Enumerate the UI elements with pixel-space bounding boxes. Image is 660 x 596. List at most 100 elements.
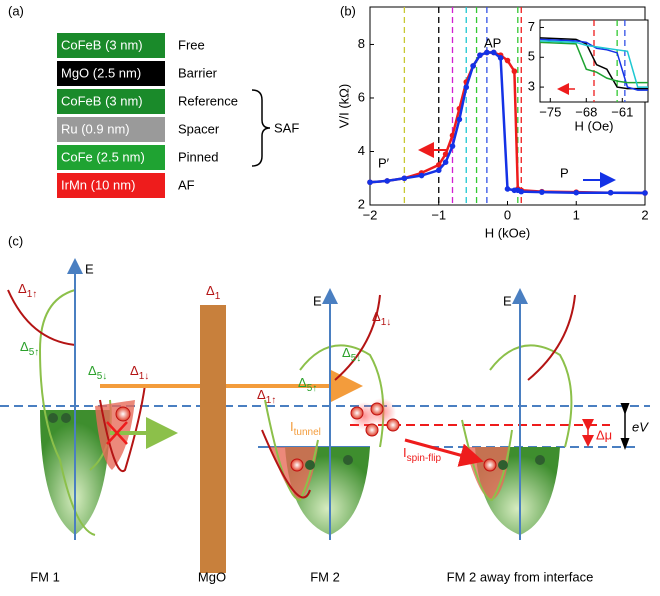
y-tick-label: 3 [528,79,535,94]
band [527,294,576,381]
barrier [200,305,226,573]
x-tick-label: 2 [641,207,648,222]
panel-b: (b) −2 −1 0 1 2 2 4 6 8 H (kOe) V/I (kΩ) AP P′ P −75 −6… [336,3,648,240]
y-tick-label: 6 [358,89,365,104]
axis-label: E [85,261,94,276]
group-label: SAF [274,120,299,135]
data-point [401,175,408,182]
y-tick-label: 2 [358,196,365,211]
delta-mu: Δμ [596,427,612,442]
layer-role: Barrier [178,65,218,80]
panel-label: (c) [8,233,23,248]
data-point [504,57,511,64]
band [7,289,146,473]
axis-label: E [503,293,512,308]
data-point [463,84,470,91]
band [39,289,96,536]
data-point [367,179,373,186]
data-point [484,49,490,56]
spin-flip-arrow [404,438,484,467]
electron [535,455,545,465]
data-point [477,52,483,58]
electron [115,406,131,422]
layer-role: Spacer [178,121,220,136]
electron [305,460,315,470]
blocked-mark [106,421,128,445]
annotation: AP [484,35,501,50]
caption: FM 1 [30,569,60,584]
caption: MgO [198,569,226,584]
electron [370,402,384,416]
layer-role: AF [178,177,195,192]
brace [251,89,271,167]
layer [57,61,165,86]
panel-label: (a) [8,3,24,18]
band-label: Δ1↑ [18,281,37,299]
x-tick-label: 1 [573,207,580,222]
layer-name: CoFe (2.5 nm) [61,149,145,164]
electron [386,418,400,432]
x-axis-label: H (Oe) [575,118,614,133]
y-tick-label: 5 [528,49,535,64]
band [261,294,381,499]
series-line [539,38,648,91]
layer [57,173,165,198]
panel-c: (c) E E E Δ1↑ Δ5↑ Δ5↓ Δ1↓ Δ1 Δ1↓ [0,233,650,584]
band-label: Δ5↑ [298,375,317,393]
data-point [470,63,476,69]
caption: FM 2 away from interface [447,569,594,584]
bias-label: eV [632,419,649,434]
band-label: Δ1↑ [257,387,276,405]
panel-a: (a) CoFeB (3 nm) Free MgO (2.5 nm) Barrier C… [8,3,299,198]
data-point [384,178,390,184]
series-line [539,40,648,88]
electron [350,406,364,420]
data-point [573,189,580,196]
electron [483,458,497,472]
layer-name: Ru (0.9 nm) [61,121,130,136]
data-point [518,188,525,195]
layer [57,33,165,58]
caption: FM 2 [310,569,340,584]
layer [57,117,165,142]
layer [57,145,165,170]
band-label: Δ1 [206,283,221,301]
layer-role: Reference [178,93,238,108]
x-tick-label: −2 [363,207,378,222]
electron [48,413,58,423]
band-label: Δ5↓ [342,345,361,363]
data-point [504,186,511,192]
band-label: Δ1↓ [130,363,149,381]
electron [343,455,353,465]
annotation: P′ [378,155,390,170]
x-tick-label: −68 [575,104,597,119]
layer-role: Pinned [178,149,218,164]
data-point [456,116,463,123]
data-point [490,49,497,56]
data-point [418,172,425,179]
layer [57,89,165,114]
data-point [435,167,442,174]
band-label: Δ1↓ [372,309,391,327]
electron [365,423,379,437]
series-line [539,41,648,84]
data-point [435,162,442,168]
data-point [442,151,449,157]
x-tick-label: −75 [539,104,561,119]
x-tick-label: 0 [504,207,511,222]
y-axis-label: V/I (kΩ) [336,84,351,128]
electron [498,460,508,470]
y-tick-label: 4 [358,143,365,158]
current-label: Ispin-flip [403,445,442,463]
inset: −75 −68 −61 3 5 7 H (Oe) [528,19,649,133]
band-label: Δ5↑ [20,339,39,357]
x-tick-label: −61 [611,104,633,119]
panel-label: (b) [340,3,356,18]
layer-role: Free [178,37,205,52]
data-point [539,189,545,195]
annotation: P [560,165,569,180]
current-label: Itunnel [290,419,321,437]
data-point [607,189,614,196]
y-tick-label: 8 [358,36,365,51]
